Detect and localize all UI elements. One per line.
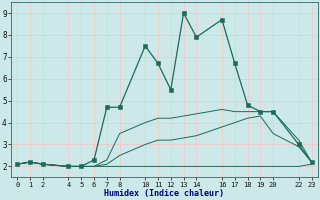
X-axis label: Humidex (Indice chaleur): Humidex (Indice chaleur) bbox=[104, 189, 224, 198]
